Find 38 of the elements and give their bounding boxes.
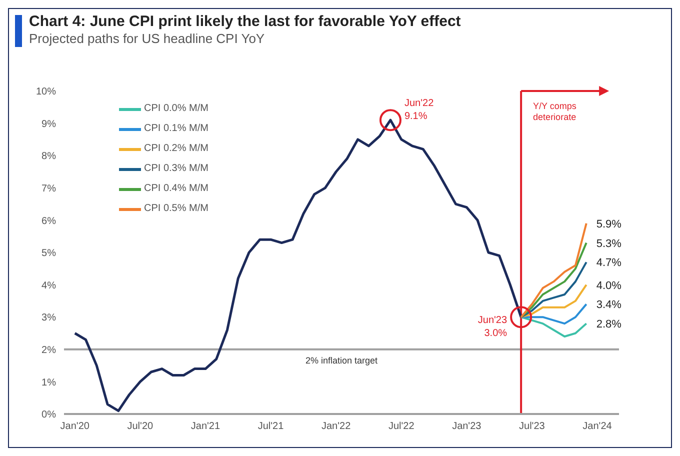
legend-label: CPI 0.5% M/M: [144, 202, 208, 216]
y-tick-label: 3%: [42, 312, 56, 324]
legend-label: CPI 0.4% M/M: [144, 182, 208, 196]
x-tick-label: Jan'21: [190, 421, 220, 432]
data-label: 4.0%: [596, 280, 622, 292]
y-tick-label: 1%: [42, 377, 56, 388]
y-tick-label: 0%: [42, 410, 56, 421]
chart-subtitle: Projected paths for US headline CPI YoY: [29, 31, 265, 46]
chart-title: Chart 4: June CPI print likely the last for favorable YoY effect: [29, 13, 461, 30]
x-tick-label: Jan'20: [60, 421, 90, 432]
ref-line-label: 2% inflation target: [305, 355, 378, 366]
y-tick-label: 7%: [42, 183, 56, 194]
data-label: 2.8%: [596, 318, 622, 331]
legend-label: CPI 0.1% M/M: [144, 122, 208, 136]
x-tick-label: Jul'23: [519, 421, 546, 432]
y-tick-label: 9%: [42, 118, 56, 130]
y-tick-label: 10%: [36, 86, 56, 98]
y-tick-label: 4%: [42, 280, 56, 292]
y-tick-label: 2%: [42, 344, 56, 356]
data-label: 5.3%: [596, 238, 622, 250]
data-label: 5.9%: [596, 218, 622, 230]
ref-line-label: Y/Y comps deteriorate: [533, 101, 577, 122]
legend-label: CPI 0.2% M/M: [144, 142, 208, 156]
x-tick-label: Jan'23: [452, 421, 482, 432]
data-label: 3.4%: [596, 299, 622, 312]
annotation: Jun'22 9.1%: [404, 98, 434, 122]
x-tick-label: Jul'21: [258, 421, 284, 432]
x-tick-label: Jan'24: [582, 421, 612, 432]
annotation: Jun'23 3.0%: [478, 315, 508, 340]
y-tick-label: 6%: [42, 216, 56, 227]
y-tick-label: 5%: [42, 248, 56, 260]
legend-label: CPI 0.0% M/M: [144, 102, 208, 116]
data-label: 4.7%: [596, 257, 622, 270]
legend-label: CPI 0.3% M/M: [144, 162, 208, 176]
x-tick-label: Jul'20: [127, 421, 154, 432]
x-tick-label: Jan'22: [321, 421, 352, 432]
y-tick-label: 8%: [42, 151, 56, 162]
x-tick-label: Jul'22: [388, 421, 415, 432]
